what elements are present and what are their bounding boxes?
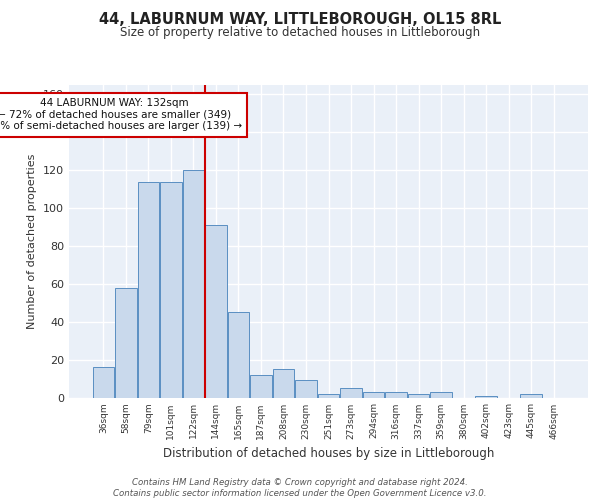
Text: 44, LABURNUM WAY, LITTLEBOROUGH, OL15 8RL: 44, LABURNUM WAY, LITTLEBOROUGH, OL15 8R… [99, 12, 501, 28]
Bar [115, 288, 137, 398]
Bar [363, 392, 384, 398]
Bar [250, 375, 272, 398]
Bar [228, 312, 249, 398]
Bar [182, 170, 204, 398]
Text: Size of property relative to detached houses in Littleborough: Size of property relative to detached ho… [120, 26, 480, 39]
Bar [475, 396, 497, 398]
Text: 44 LABURNUM WAY: 132sqm
← 72% of detached houses are smaller (349)
28% of semi-d: 44 LABURNUM WAY: 132sqm ← 72% of detache… [0, 98, 242, 132]
Bar [385, 392, 407, 398]
Text: Contains HM Land Registry data © Crown copyright and database right 2024.
Contai: Contains HM Land Registry data © Crown c… [113, 478, 487, 498]
Y-axis label: Number of detached properties: Number of detached properties [28, 154, 37, 329]
X-axis label: Distribution of detached houses by size in Littleborough: Distribution of detached houses by size … [163, 447, 494, 460]
Bar [408, 394, 429, 398]
Bar [137, 182, 159, 398]
Bar [520, 394, 542, 398]
Bar [160, 182, 182, 398]
Bar [295, 380, 317, 398]
Bar [318, 394, 339, 398]
Bar [205, 225, 227, 398]
Bar [273, 369, 294, 398]
Bar [92, 367, 114, 398]
Bar [430, 392, 452, 398]
Bar [340, 388, 362, 398]
